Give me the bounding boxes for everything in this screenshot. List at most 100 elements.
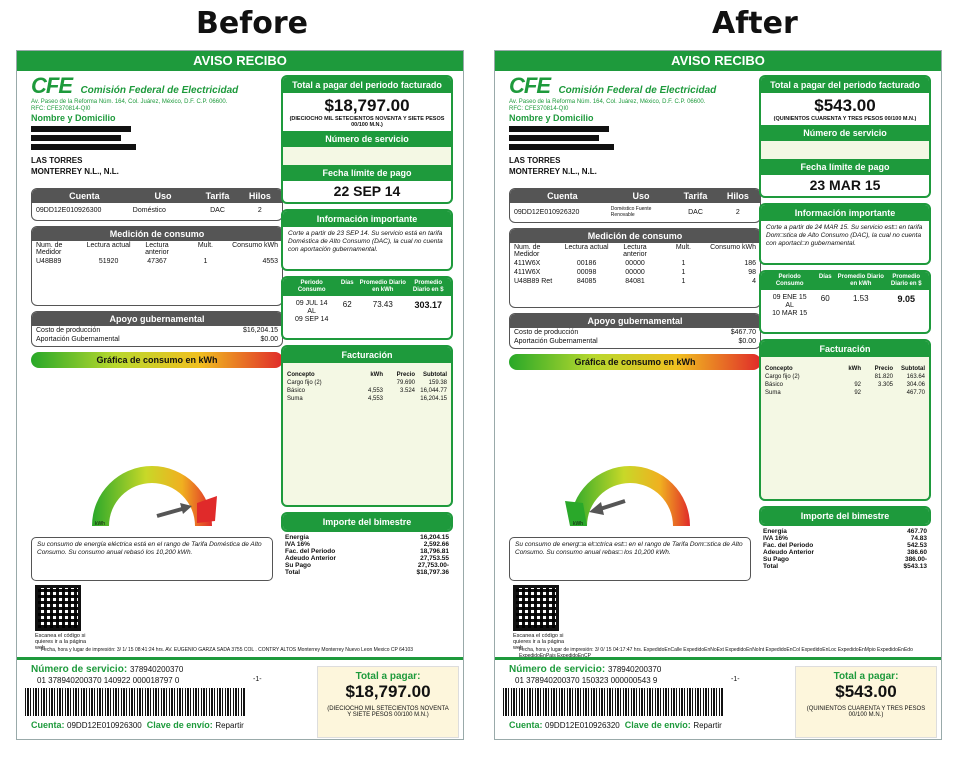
billing-subtotal: 304.06 — [906, 382, 925, 388]
period-col: Periodo Consumo — [297, 280, 326, 293]
meter-num: U48B89 Ret — [514, 278, 553, 285]
aport-label: Aportación Gubernamental — [514, 338, 598, 345]
due-title: Fecha límite de pago — [761, 159, 929, 175]
col-cuenta: Cuenta — [547, 191, 578, 201]
measure-col: Consumo kWh — [232, 242, 279, 249]
billing-col: Subtotal — [423, 372, 447, 378]
service-title: Número de servicio — [283, 131, 451, 147]
redacted-line — [31, 126, 131, 132]
redacted-line — [31, 135, 121, 141]
support-title: Apoyo gubernamental — [32, 312, 282, 326]
meter-kwh: 4553 — [262, 258, 279, 265]
billing-col: Concepto — [287, 372, 315, 378]
meter-prev: 00000 — [625, 260, 645, 267]
import-value: 18,796.81 — [420, 548, 449, 555]
measure-box: Medición de consumo Num. de Medidor Lect… — [509, 228, 761, 308]
stub-account-number: 09DD12E010926300 — [67, 721, 142, 730]
redacted-line — [31, 144, 136, 150]
page-mark: -1- — [731, 676, 740, 683]
consumption-graph-bar: Gráfica de consumo en kWh — [31, 352, 283, 368]
consumption-graph-bar: Gráfica de consumo en kWh — [509, 354, 761, 370]
info-box: Información importante Corte a partir de… — [759, 203, 931, 265]
import-title: Importe del bimestre — [283, 514, 451, 530]
col-hilos: Hilos — [726, 191, 749, 201]
import-label: Su Pago — [285, 562, 312, 569]
print-info: Fecha, hora y lugar de impresión: 3/ 1/ … — [41, 647, 414, 653]
aport-value: $0.00 — [738, 338, 756, 345]
col-uso: Uso — [154, 191, 172, 201]
pay-words: (DIECIOCHO MIL SETECIENTOS NOVENTA Y SIE… — [327, 706, 449, 718]
billing-row: Cargo fijo (2) 79.690 159.38 — [283, 379, 451, 387]
rfc: RFC: CFE370814-QI0 — [509, 106, 569, 112]
meter-mult: 1 — [681, 278, 686, 285]
meter-kwh: 98 — [748, 269, 757, 276]
measure-col: Consumo kWh — [710, 244, 757, 251]
support-box: Apoyo gubernamental Costo de producción $… — [509, 313, 761, 349]
meter-num: 411W6X — [514, 260, 541, 267]
qr-code[interactable] — [513, 585, 559, 631]
info-text: Corte a partir de 23 SEP 14. Su servicio… — [288, 230, 443, 253]
stub-account-label: Cuenta: — [509, 720, 543, 730]
cost-label: Costo de producción — [36, 327, 101, 334]
page-mark: -1- — [253, 676, 262, 683]
service-blank — [761, 141, 929, 159]
qr-code[interactable] — [35, 585, 81, 631]
top-bar: AVISO RECIBO — [17, 51, 463, 71]
city-line-2: MONTERREY N.L., N.L. — [31, 167, 119, 176]
billing-price: 3.305 — [877, 382, 893, 388]
import-label: Adeudo Anterior — [285, 555, 337, 562]
meter-row: 411W6X 00098 00000 1 98 — [510, 268, 760, 277]
import-list: Energía 16,204.15 IVA 16% 2,592.66 Fac. de… — [281, 534, 453, 576]
meter-prev: 84081 — [625, 278, 645, 285]
billing-kwh — [829, 374, 861, 380]
city-line-1: LAS TORRES — [509, 156, 561, 165]
meter-num: U48B89 — [36, 258, 62, 265]
account-wires: 2 — [257, 207, 262, 214]
import-label: Total — [285, 569, 301, 576]
period-kwh: 1.53 — [853, 294, 869, 303]
billing-col: Precio — [874, 366, 893, 372]
redacted-line — [509, 135, 599, 141]
company-name: Comisión Federal de Electricidad — [80, 85, 239, 96]
billing-price: 3.524 — [399, 388, 415, 394]
support-title: Apoyo gubernamental — [510, 314, 760, 328]
account-tariff: DAC — [688, 208, 703, 216]
measure-col: Lectura actual — [564, 244, 609, 251]
address: Av. Paseo de la Reforma Núm. 164, Col. J… — [509, 99, 706, 105]
billing-col: Subtotal — [901, 366, 925, 372]
billing-row: Suma 92 467.70 — [761, 389, 929, 397]
billing-subtotal: 159.38 — [428, 380, 447, 386]
cfe-logo: CFE — [509, 73, 551, 98]
billing-row: Básico 92 3.305 304.06 — [761, 381, 929, 389]
col-uso: Uso — [632, 191, 650, 201]
account-use: Doméstico Fuente Renovable — [610, 206, 652, 218]
billing-kwh: 92 — [854, 390, 861, 396]
period-col: Promedio Diario en kWh — [837, 274, 884, 287]
measure-col: Lectura anterior — [623, 244, 647, 258]
import-value: 27,753.00- — [417, 562, 449, 569]
cost-value: $16,204.15 — [242, 327, 278, 334]
aport-value: $0.00 — [260, 336, 278, 343]
top-bar: AVISO RECIBO — [495, 51, 941, 71]
meter-kwh: 186 — [744, 260, 757, 267]
stub-key-value: Repartir — [215, 721, 244, 730]
before-heading: Before — [196, 6, 309, 41]
stub-service-number: 378940200370 — [129, 665, 184, 674]
barcode — [25, 688, 245, 716]
payment-stub: Número de servicio: 378940200370 01 3789… — [495, 657, 941, 739]
bill-before: AVISO RECIBO CFE Comisión Federal de Ele… — [16, 50, 464, 740]
period-kwh: 73.43 — [372, 300, 393, 309]
meter-actual: 84085 — [576, 278, 597, 285]
account-wires: 2 — [735, 208, 740, 216]
import-label: Total — [763, 563, 779, 570]
import-label: Adeudo Anterior — [763, 549, 815, 556]
name-label: Nombre y Domicilio — [509, 113, 594, 123]
billing-col: Concepto — [765, 366, 793, 372]
import-title-box: Importe del bimestre — [281, 512, 453, 532]
billing-col: kWh — [848, 366, 861, 372]
meter-mult: 1 — [681, 260, 686, 267]
stub-service-label: Número de servicio: — [509, 664, 606, 675]
meter-row: U48B89 Ret 84085 84081 1 4 — [510, 277, 760, 286]
col-tarifa: Tarifa — [205, 191, 230, 201]
measure-title: Medición de consumo — [510, 229, 760, 243]
